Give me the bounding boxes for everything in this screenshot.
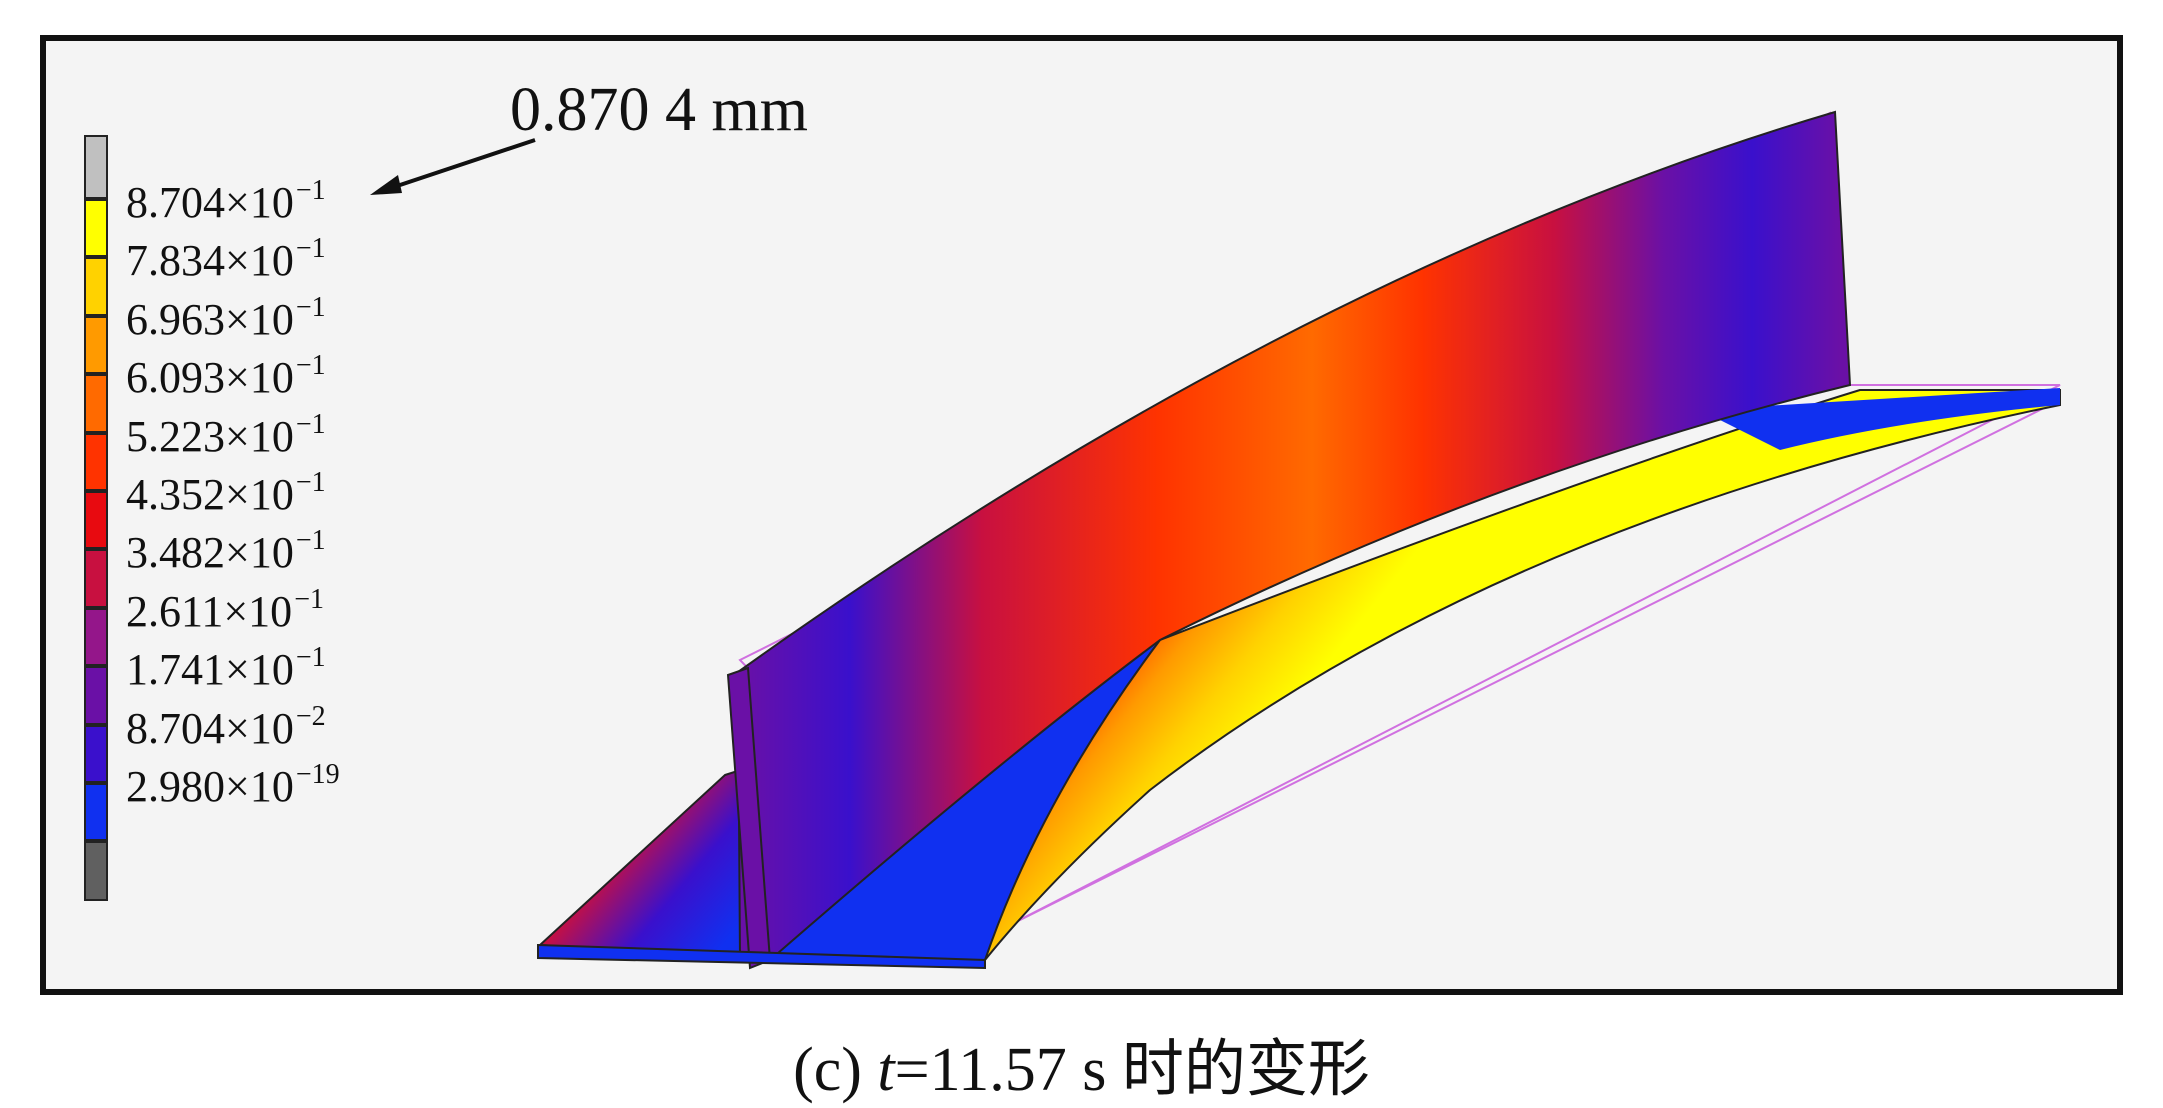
legend-swatch — [84, 783, 108, 842]
legend-swatch — [84, 724, 108, 783]
bottom-plate — [537, 943, 986, 970]
tick-exponent: −1 — [295, 525, 326, 557]
tick-exponent: −2 — [295, 700, 326, 732]
tick-exponent: −1 — [295, 350, 326, 382]
legend-tick-label: 8.704×10−1 — [126, 177, 326, 225]
tick-mantissa: 4.352×10 — [126, 470, 294, 519]
legend-tick-label: 8.704×10−2 — [126, 700, 326, 753]
legend-tick-label: 6.963×10−1 — [126, 291, 326, 344]
legend-swatch — [84, 315, 108, 375]
caption-prefix: (c) — [793, 1036, 878, 1104]
legend-tick-label: 3.482×10−1 — [126, 527, 326, 575]
legend-swatch-bottom — [84, 841, 108, 901]
tick-mantissa: 1.741×10 — [126, 645, 294, 695]
tick-exponent: −1 — [295, 467, 326, 498]
legend-tick-label: 5.223×10−1 — [126, 408, 326, 461]
tick-mantissa: 5.223×10 — [126, 411, 294, 461]
tick-exponent: −1 — [295, 291, 326, 323]
caption-rest: =11.57 s 时的变形 — [894, 1036, 1370, 1104]
tick-mantissa: 2.980×10 — [126, 762, 294, 811]
legend-swatch — [84, 257, 108, 316]
legend-swatch — [84, 549, 108, 608]
flange-blue-strip — [1700, 388, 2060, 450]
legend-swatch — [84, 199, 108, 258]
right-flange — [984, 389, 2061, 961]
tick-mantissa: 7.834×10 — [126, 236, 294, 286]
legend-tick-label: 1.741×10−1 — [126, 644, 326, 692]
legend-tick-label: 7.834×10−1 — [126, 235, 326, 283]
tick-mantissa: 6.963×10 — [126, 294, 294, 344]
legend-swatch — [84, 432, 108, 491]
legend-swatch — [84, 607, 108, 667]
color-legend: 8.704×10−1 7.834×10−1 6.963×10−1 6.093×10−1… — [42, 95, 542, 905]
tick-mantissa: 8.704×10 — [126, 703, 294, 753]
tick-mantissa: 3.482×10 — [126, 528, 294, 578]
tick-exponent: −1 — [295, 408, 326, 440]
tick-exponent: −19 — [295, 759, 340, 790]
legend-swatch — [84, 374, 108, 433]
caption-variable: t — [877, 1036, 895, 1104]
max-value-callout: 0.870 4 mm — [510, 76, 808, 144]
legend-swatch — [84, 666, 108, 725]
figure-caption: (c) t=11.57 s 时的变形 — [0, 1018, 2163, 1108]
tick-mantissa: 6.093×10 — [126, 353, 294, 403]
legend-tick-label: 2.611×10−1 — [126, 583, 324, 636]
tick-exponent: −1 — [295, 175, 326, 206]
legend-swatch — [84, 491, 108, 550]
web — [736, 110, 1852, 961]
legend-tick-label: 2.980×10−19 — [126, 761, 340, 809]
tick-exponent: −1 — [295, 642, 326, 674]
tick-mantissa: 8.704×10 — [126, 178, 294, 227]
legend-tick-label: 6.093×10−1 — [126, 352, 326, 400]
tick-exponent: −1 — [295, 233, 326, 265]
tick-mantissa: 2.611×10 — [126, 586, 293, 636]
legend-swatch-top — [84, 135, 108, 199]
legend-tick-label: 4.352×10−1 — [126, 469, 326, 517]
tick-exponent: −1 — [294, 583, 324, 615]
